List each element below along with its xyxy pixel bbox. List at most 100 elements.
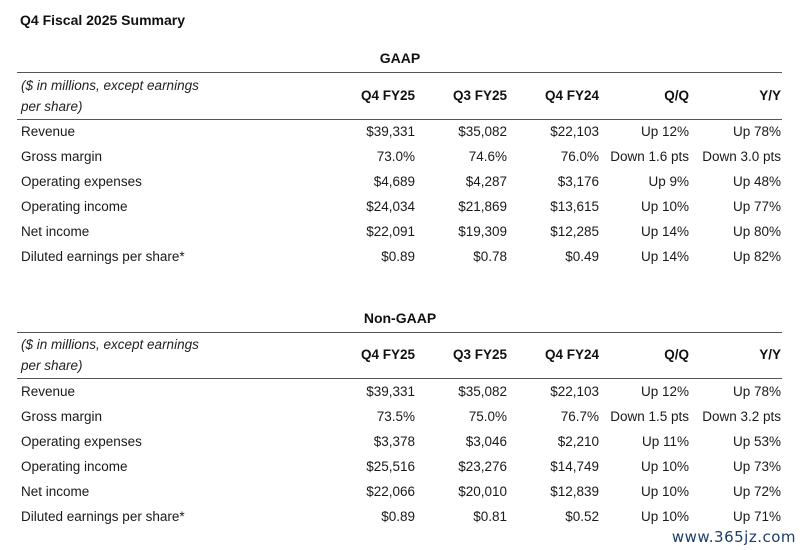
cell-qq: Up 10% <box>640 484 689 499</box>
gaap-col-q4fy24: Q4 FY24 <box>544 88 599 103</box>
row-label: Revenue <box>21 384 76 399</box>
table-row: Operating income $25,516 $23,276 $14,749… <box>0 454 800 479</box>
row-label: Diluted earnings per share* <box>21 509 185 524</box>
row-label: Operating expenses <box>21 174 142 189</box>
cell-q4fy24: $22,103 <box>550 384 599 399</box>
cell-q4fy24: 76.7% <box>560 409 599 424</box>
cell-q3fy25: 74.6% <box>468 149 507 164</box>
cell-qq: Up 14% <box>640 249 689 264</box>
cell-q3fy25: $35,082 <box>458 124 507 139</box>
cell-q3fy25: $23,276 <box>458 459 507 474</box>
table-row: Diluted earnings per share* $0.89 $0.78 … <box>0 244 800 269</box>
cell-yy: Up 78% <box>732 384 781 399</box>
cell-q4fy24: $13,615 <box>550 199 599 214</box>
cell-q3fy25: $35,082 <box>458 384 507 399</box>
non-gaap-col-q4fy25: Q4 FY25 <box>360 347 415 362</box>
cell-q4fy24: $14,749 <box>550 459 599 474</box>
non-gaap-heading: Non-GAAP <box>363 310 437 326</box>
gaap-heading: GAAP <box>379 50 421 66</box>
table-row: Diluted earnings per share* $0.89 $0.81 … <box>0 504 800 529</box>
cell-qq: Up 11% <box>641 434 689 449</box>
cell-q4fy24: $12,839 <box>550 484 599 499</box>
cell-yy: Up 82% <box>732 249 781 264</box>
row-label: Diluted earnings per share* <box>21 249 185 264</box>
cell-q4fy24: $0.49 <box>565 249 599 264</box>
cell-q4fy24: $22,103 <box>550 124 599 139</box>
non-gaap-units-note-line1: ($ in millions, except earnings <box>21 337 199 352</box>
cell-q3fy25: $19,309 <box>458 224 507 239</box>
table-row: Operating income $24,034 $21,869 $13,615… <box>0 194 800 219</box>
gaap-top-rule <box>17 72 782 73</box>
cell-q4fy24: $2,210 <box>557 434 599 449</box>
non-gaap-units-note-line2: per share) <box>21 358 83 373</box>
gaap-col-yy: Y/Y <box>759 88 781 103</box>
cell-yy: Up 80% <box>732 224 781 239</box>
table-row: Net income $22,066 $20,010 $12,839 Up 10… <box>0 479 800 504</box>
table-row: Gross margin 73.0% 74.6% 76.0% Down 1.6 … <box>0 144 800 169</box>
cell-q4fy25: $25,516 <box>366 459 415 474</box>
non-gaap-col-q4fy24: Q4 FY24 <box>544 347 599 362</box>
cell-q4fy25: $0.89 <box>381 509 415 524</box>
cell-q3fy25: 75.0% <box>468 409 507 424</box>
row-label: Operating income <box>21 199 128 214</box>
row-label: Operating income <box>21 459 128 474</box>
cell-q3fy25: $21,869 <box>458 199 507 214</box>
cell-q3fy25: $20,010 <box>458 484 507 499</box>
cell-yy: Down 3.2 pts <box>702 409 781 424</box>
cell-qq: Down 1.5 pts <box>610 409 689 424</box>
cell-q4fy24: $0.52 <box>565 509 599 524</box>
table-row: Revenue $39,331 $35,082 $22,103 Up 12% U… <box>0 119 800 144</box>
row-label: Gross margin <box>21 409 103 424</box>
non-gaap-units-note: ($ in millions, except earnings per shar… <box>21 334 231 376</box>
cell-qq: Up 12% <box>640 124 689 139</box>
row-label: Net income <box>21 484 90 499</box>
cell-qq: Up 10% <box>640 459 689 474</box>
cell-qq: Up 9% <box>648 174 689 189</box>
cell-yy: Up 71% <box>732 509 781 524</box>
table-row: Operating expenses $3,378 $3,046 $2,210 … <box>0 429 800 454</box>
cell-qq: Up 10% <box>640 509 689 524</box>
cell-q4fy25: $24,034 <box>366 199 415 214</box>
cell-q4fy25: $3,378 <box>373 434 415 449</box>
gaap-col-qq: Q/Q <box>664 88 689 103</box>
watermark: www.365jz.com <box>671 528 796 546</box>
row-label: Revenue <box>21 124 76 139</box>
cell-yy: Up 53% <box>732 434 781 449</box>
non-gaap-col-q3fy25: Q3 FY25 <box>452 347 507 362</box>
non-gaap-top-rule <box>17 332 782 333</box>
cell-q3fy25: $3,046 <box>465 434 507 449</box>
row-label: Operating expenses <box>21 434 142 449</box>
gaap-units-note-line2: per share) <box>21 99 83 114</box>
non-gaap-header-rule <box>17 378 782 379</box>
cell-q4fy25: $39,331 <box>366 124 415 139</box>
gaap-units-note: ($ in millions, except earnings per shar… <box>21 75 231 117</box>
cell-q4fy24: $12,285 <box>550 224 599 239</box>
row-label: Gross margin <box>21 149 103 164</box>
gaap-units-note-line1: ($ in millions, except earnings <box>21 78 199 93</box>
cell-yy: Up 72% <box>732 484 781 499</box>
gaap-col-q4fy25: Q4 FY25 <box>360 88 415 103</box>
cell-q4fy25: $22,066 <box>366 484 415 499</box>
cell-q4fy24: $3,176 <box>557 174 599 189</box>
table-row: Revenue $39,331 $35,082 $22,103 Up 12% U… <box>0 379 800 404</box>
cell-q4fy25: $39,331 <box>366 384 415 399</box>
cell-q3fy25: $0.81 <box>473 509 507 524</box>
cell-q4fy25: $22,091 <box>366 224 415 239</box>
gaap-col-q3fy25: Q3 FY25 <box>452 88 507 103</box>
cell-yy: Up 48% <box>732 174 781 189</box>
cell-qq: Up 14% <box>640 224 689 239</box>
cell-q3fy25: $0.78 <box>473 249 507 264</box>
non-gaap-col-qq: Q/Q <box>664 347 689 362</box>
gaap-header-rule <box>17 119 782 120</box>
table-row: Operating expenses $4,689 $4,287 $3,176 … <box>0 169 800 194</box>
cell-yy: Up 73% <box>732 459 781 474</box>
cell-q4fy25: $4,689 <box>373 174 415 189</box>
cell-qq: Up 12% <box>640 384 689 399</box>
cell-qq: Up 10% <box>640 199 689 214</box>
cell-yy: Down 3.0 pts <box>702 149 781 164</box>
non-gaap-col-yy: Y/Y <box>759 347 781 362</box>
cell-q4fy25: 73.0% <box>376 149 415 164</box>
cell-q4fy25: 73.5% <box>376 409 415 424</box>
cell-qq: Down 1.6 pts <box>610 149 689 164</box>
page-title: Q4 Fiscal 2025 Summary <box>20 12 185 28</box>
